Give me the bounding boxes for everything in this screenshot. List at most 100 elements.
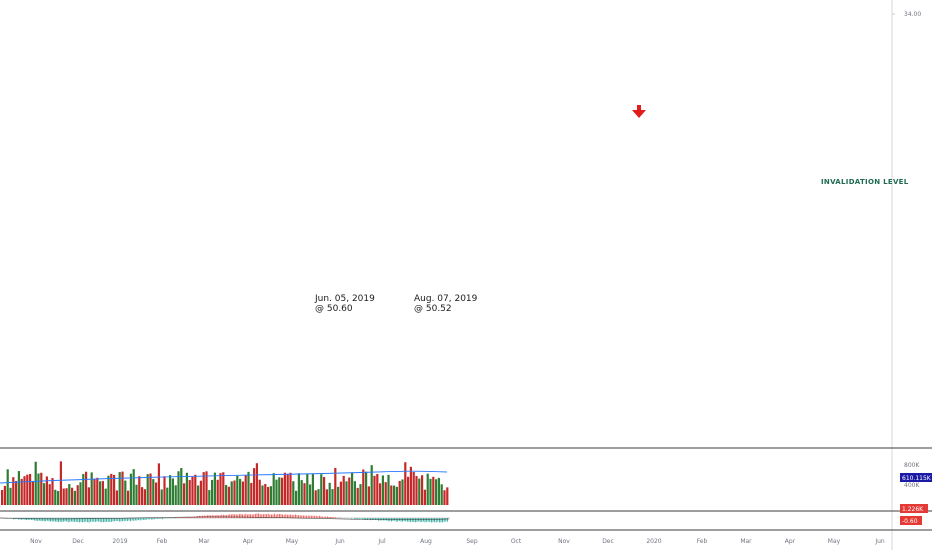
volume-bar: [300, 480, 303, 505]
volume-bar: [99, 481, 102, 505]
volume-bar: [68, 484, 71, 505]
oscillator-badge-top-text: 1.226K: [902, 506, 924, 513]
volume-bar: [393, 485, 396, 505]
x-tick-label: Apr: [243, 538, 254, 545]
volume-bar: [96, 477, 99, 505]
volume-bar: [306, 474, 309, 505]
volume-bar: [180, 468, 183, 505]
volume-bar: [132, 469, 135, 505]
x-tick-label: 2020: [646, 538, 661, 545]
volume-bar: [423, 489, 426, 505]
volume-bar: [390, 485, 393, 505]
volume-bar: [247, 471, 250, 505]
oscillator-badge-bottom: [900, 516, 922, 525]
volume-bar: [141, 487, 144, 505]
volume-bar: [9, 487, 12, 505]
volume-bar: [264, 483, 267, 505]
volume-bar: [194, 474, 197, 505]
price-axis[interactable]: 34.0036.0038.0040.0042.0044.0046.0048.00…: [892, 0, 921, 18]
volume-bar: [90, 472, 93, 505]
volume-bar: [387, 474, 390, 505]
volume-bar: [373, 475, 376, 505]
volume-tick-label: 800K: [904, 462, 920, 469]
volume-bar: [65, 488, 68, 505]
volume-bar: [85, 471, 88, 505]
x-tick-label: Jun: [874, 538, 885, 545]
low1-date-label: Jun. 05, 2019: [314, 294, 375, 304]
volume-bar: [359, 484, 362, 505]
volume-bar: [409, 466, 412, 505]
volume-bar: [325, 489, 328, 505]
volume-bar: [432, 476, 435, 505]
volume-bar: [395, 486, 398, 505]
volume-bar: [76, 485, 79, 505]
x-tick-label: Jun: [334, 538, 345, 545]
volume-bar: [351, 472, 354, 505]
volume-bar: [171, 478, 174, 505]
volume-bar: [289, 472, 292, 505]
volume-bar: [146, 474, 149, 505]
volume-bar: [185, 472, 188, 505]
volume-bar: [110, 473, 113, 505]
volume-bar: [328, 482, 331, 505]
volume-bar: [71, 487, 74, 505]
volume-bar: [407, 476, 410, 505]
volume-bar: [6, 469, 9, 505]
x-tick-label: May: [286, 538, 299, 545]
volume-bar: [129, 473, 132, 505]
x-tick-label: Feb: [697, 538, 708, 545]
volume-bar: [376, 474, 379, 505]
volume-bar: [225, 484, 228, 505]
x-tick-label: May: [828, 538, 841, 545]
volume-bar: [73, 490, 76, 505]
volume-bar: [227, 486, 230, 505]
volume-bar: [278, 477, 281, 505]
volume-bar: [421, 475, 424, 505]
volume-bar: [115, 490, 118, 505]
volume-bar: [367, 486, 370, 505]
volume-bar: [62, 488, 65, 505]
volume-badge-text: 610.115K: [902, 475, 932, 482]
volume-bar: [320, 474, 323, 505]
volume-bar: [418, 478, 421, 505]
volume-bar: [23, 476, 26, 505]
x-tick-label: Nov: [30, 538, 42, 545]
volume-bar: [435, 479, 438, 505]
volume-bar: [281, 477, 284, 505]
volume-bar: [174, 485, 177, 505]
volume-bar: [31, 481, 34, 505]
volume-bar: [370, 465, 373, 505]
time-axis[interactable]: Nov Dec 2019 Feb Mar Apr May Jun Jul Aug Sep Oct Nov…: [30, 538, 885, 545]
x-tick-label: Dec: [602, 538, 614, 545]
volume-bar: [188, 480, 191, 505]
volume-bar: [255, 463, 258, 505]
volume-bar: [303, 483, 306, 505]
volume-bar: [104, 488, 107, 505]
volume-bar: [15, 481, 18, 505]
volume-bar: [40, 472, 43, 505]
volume-bar: [152, 479, 155, 505]
volume-bar: [258, 479, 261, 505]
volume-bar: [236, 475, 239, 505]
volume-bar: [37, 473, 40, 505]
volume-bar: [401, 479, 404, 505]
volume-bar: [219, 473, 222, 505]
volume-bar: [398, 480, 401, 505]
volume-bar: [17, 471, 20, 505]
x-tick-label: Nov: [558, 538, 570, 545]
volume-bar: [43, 483, 46, 505]
x-tick-label: Feb: [157, 538, 168, 545]
volume-bar: [323, 477, 326, 505]
volume-bar: [412, 472, 415, 505]
x-tick-label: Sep: [466, 538, 478, 545]
volume-bar: [437, 477, 440, 505]
volume-bar: [183, 483, 186, 505]
volume-bar: [107, 475, 110, 505]
volume-bar: [381, 475, 384, 505]
volume-bar: [404, 462, 407, 505]
volume-bar: [261, 485, 264, 505]
low1-price-label: @ 50.60: [315, 304, 353, 314]
x-tick-label: Apr: [785, 538, 796, 545]
volume-bar: [208, 490, 211, 505]
